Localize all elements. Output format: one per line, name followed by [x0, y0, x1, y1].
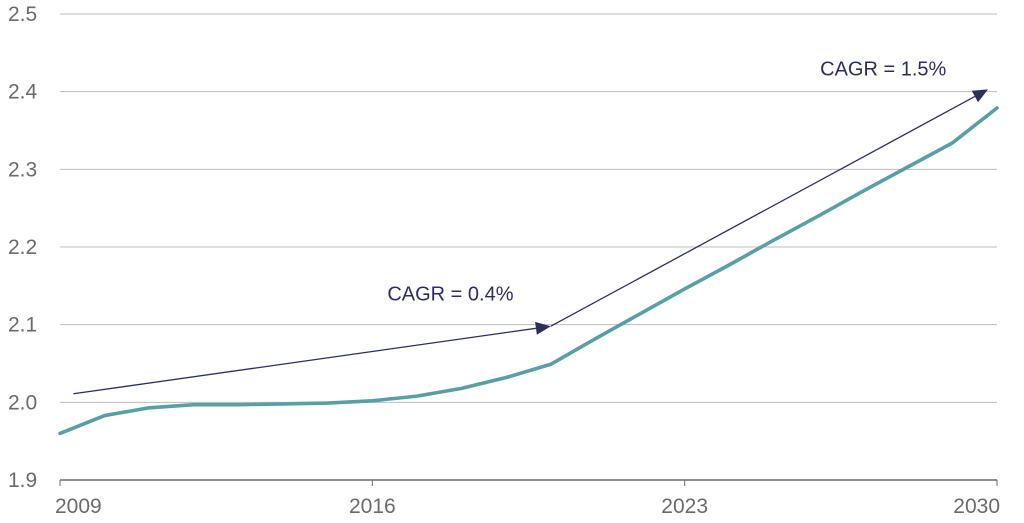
y-tick-label: 2.3	[8, 158, 37, 181]
cagr-label: CAGR = 0.4%	[387, 284, 513, 306]
y-tick-label: 2.1	[8, 314, 37, 337]
annotations: CAGR = 0.4% CAGR = 1.5%	[73, 58, 989, 395]
cagr-arrow-line	[550, 95, 976, 327]
grid-lines	[60, 13, 997, 481]
cagr-arrow-line	[73, 327, 537, 395]
y-tick-label: 2.2	[8, 236, 37, 259]
cagr-arrowhead	[535, 321, 551, 335]
y-tick-label: 2.5	[8, 3, 37, 26]
series-line	[58, 106, 999, 436]
y-axis: 1.9 2.0 2.1 2.2 2.3 2.4 2.5	[8, 3, 38, 492]
x-tick-label: 2009	[55, 495, 102, 518]
cagr-arrowhead	[971, 89, 989, 103]
series-group	[58, 106, 999, 436]
x-axis: 2009 2016 2023 2030	[55, 480, 1000, 518]
y-tick-label: 2.0	[8, 391, 37, 414]
x-tick-label: 2023	[661, 495, 708, 518]
x-tick-label: 2030	[953, 495, 1000, 518]
cagr-label: CAGR = 1.5%	[820, 58, 946, 80]
y-tick-label: 2.4	[8, 81, 38, 104]
x-tick-label: 2016	[349, 495, 396, 518]
y-tick-label: 1.9	[8, 469, 37, 492]
